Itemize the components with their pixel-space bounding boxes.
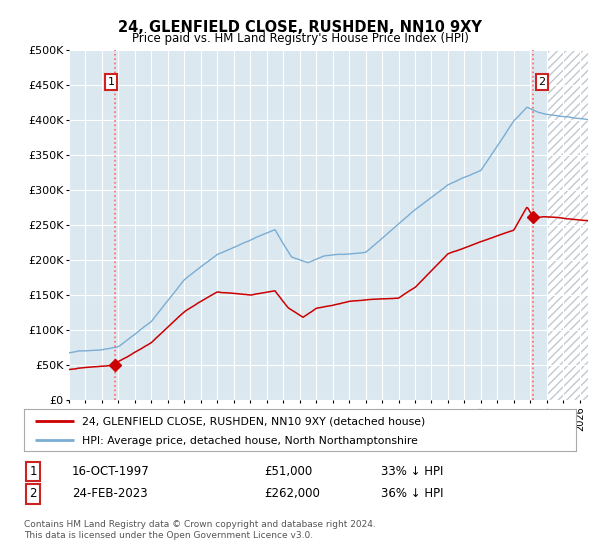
- Text: Price paid vs. HM Land Registry's House Price Index (HPI): Price paid vs. HM Land Registry's House …: [131, 32, 469, 45]
- Text: HPI: Average price, detached house, North Northamptonshire: HPI: Average price, detached house, Nort…: [82, 436, 418, 446]
- Text: 36% ↓ HPI: 36% ↓ HPI: [381, 487, 443, 501]
- Text: 24, GLENFIELD CLOSE, RUSHDEN, NN10 9XY: 24, GLENFIELD CLOSE, RUSHDEN, NN10 9XY: [118, 20, 482, 35]
- Text: 24, GLENFIELD CLOSE, RUSHDEN, NN10 9XY (detached house): 24, GLENFIELD CLOSE, RUSHDEN, NN10 9XY (…: [82, 417, 425, 426]
- Bar: [547, 50, 600, 400]
- Bar: [547, 50, 600, 400]
- Text: £262,000: £262,000: [264, 487, 320, 501]
- Text: 1: 1: [107, 77, 115, 87]
- Text: 1: 1: [29, 465, 37, 478]
- Text: This data is licensed under the Open Government Licence v3.0.: This data is licensed under the Open Gov…: [24, 531, 313, 540]
- Text: £51,000: £51,000: [264, 465, 312, 478]
- Text: 16-OCT-1997: 16-OCT-1997: [72, 465, 150, 478]
- Bar: [69, 50, 547, 400]
- Text: 2: 2: [29, 487, 37, 501]
- Text: Contains HM Land Registry data © Crown copyright and database right 2024.: Contains HM Land Registry data © Crown c…: [24, 520, 376, 529]
- Text: 24-FEB-2023: 24-FEB-2023: [72, 487, 148, 501]
- Text: 33% ↓ HPI: 33% ↓ HPI: [381, 465, 443, 478]
- Text: 2: 2: [538, 77, 545, 87]
